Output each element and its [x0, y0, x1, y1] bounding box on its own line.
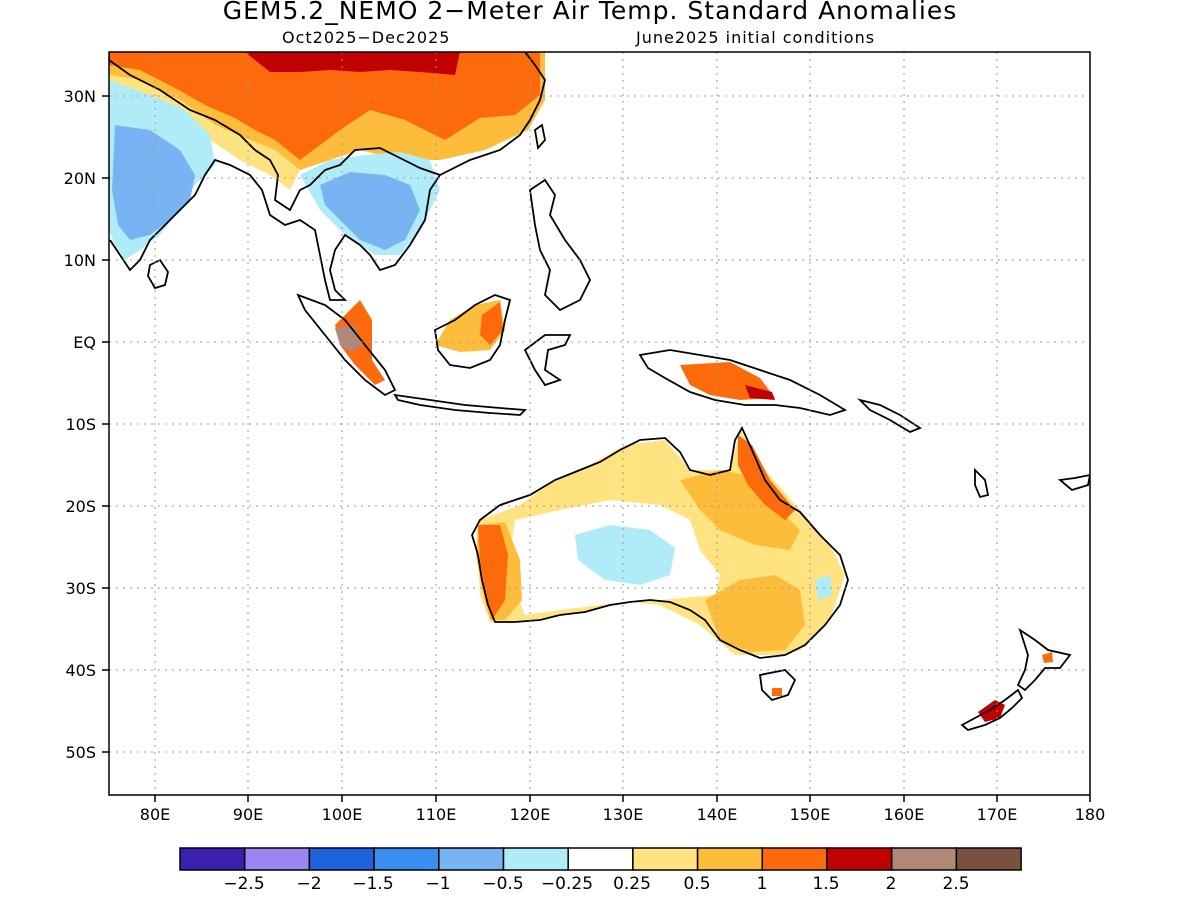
- colorbar-swatch: [502, 847, 569, 871]
- anomaly-fill-australia-west-hot: [478, 525, 508, 620]
- anomaly-fill-nz-north: [1042, 652, 1053, 663]
- coastline-china-east: [439, 52, 546, 176]
- lat-label: 10N: [64, 251, 96, 270]
- lon-label: 160E: [884, 805, 925, 824]
- lat-label: 30S: [65, 579, 96, 598]
- colorbar-swatch: [308, 847, 375, 871]
- anomaly-fill-australia-cool: [575, 525, 675, 585]
- anomaly-fill-australia-se: [705, 575, 805, 652]
- colorbar-label: −2: [296, 874, 321, 894]
- colorbar-swatch: [567, 847, 634, 871]
- colorbar-label: 1.5: [812, 874, 839, 894]
- longitude-labels: 80E 90E 100E 110E 120E 130E 140E 150E 16…: [140, 805, 1106, 824]
- colorbar-swatch: [696, 847, 764, 871]
- map-title: GEM5.2_NEMO 2−Meter Air Temp. Standard A…: [222, 0, 958, 25]
- lat-label: EQ: [73, 333, 96, 352]
- colorbar-label: −1.5: [352, 874, 393, 894]
- lon-label: 110E: [416, 805, 457, 824]
- initial-conditions: June2025 initial conditions: [636, 28, 876, 47]
- colorbar-label: 1: [757, 874, 768, 894]
- colorbar-label: −0.5: [482, 874, 523, 894]
- anomaly-shading: [109, 52, 1053, 722]
- lat-label: 20S: [65, 497, 96, 516]
- coastline-asia: [109, 52, 442, 301]
- gridlines: [109, 52, 1090, 795]
- lon-label: 80E: [140, 805, 170, 824]
- coastline-taiwan: [534, 123, 546, 151]
- colorbar-labels: −2.5 −2 −1.5 −1 −0.5 −0.25 0.25 0.5 1 1.…: [223, 874, 969, 894]
- anomaly-fill-indochina-blue: [320, 172, 420, 250]
- colorbar-swatch: [438, 847, 505, 871]
- colorbar-label: −2.5: [223, 874, 264, 894]
- latitude-labels: 30N 20N 10N EQ 10S 20S 30S 40S 50S: [64, 87, 96, 762]
- lon-label: 130E: [603, 805, 644, 824]
- colorbar-swatch: [761, 847, 828, 871]
- anomaly-fill-india-blue: [112, 125, 195, 240]
- lon-label: 100E: [322, 805, 363, 824]
- colorbar-label: −0.25: [541, 874, 593, 894]
- colorbar-swatch: [955, 847, 1022, 871]
- coastline-solomon: [857, 398, 922, 434]
- forecast-period: Oct2025−Dec2025: [282, 28, 451, 47]
- lat-label: 40S: [65, 661, 96, 680]
- colorbar-swatch: [243, 847, 311, 871]
- colorbar: [179, 847, 1022, 871]
- colorbar-swatch: [373, 847, 440, 871]
- lat-label: 10S: [65, 415, 96, 434]
- coastline-nz-south: [960, 688, 1024, 731]
- coastline-borneo: [434, 294, 512, 369]
- anomaly-fill-asia-hot: [245, 52, 460, 75]
- coastline-java: [393, 393, 528, 416]
- colorbar-label: 0.5: [683, 874, 710, 894]
- lon-label: 120E: [510, 805, 551, 824]
- lon-label: 140E: [697, 805, 738, 824]
- lon-label: 90E: [233, 805, 263, 824]
- axis-ticks: [102, 95, 1091, 802]
- coastline-outlines: [109, 52, 1090, 731]
- anomaly-fill-borneo-hot: [480, 302, 503, 345]
- coastline-sri-lanka: [147, 258, 169, 290]
- coastline-philippines: [529, 178, 592, 312]
- coastline-tasmania: [758, 669, 797, 702]
- coastline-vanuatu-fiji: [974, 467, 1090, 499]
- colorbar-swatch: [632, 847, 699, 871]
- coastline-nz-north: [1016, 627, 1072, 692]
- anomaly-fill-tasmania: [772, 688, 782, 696]
- colorbar-swatch: [890, 847, 958, 871]
- anomaly-fill-australia-ne-hot: [738, 435, 795, 520]
- colorbar-swatch: [826, 847, 893, 871]
- coastline-australia: [471, 426, 849, 659]
- lat-label: 50S: [65, 743, 96, 762]
- coastline-sulawesi: [523, 334, 572, 387]
- anomaly-fill-new-guinea-hot: [745, 385, 775, 400]
- colorbar-swatch: [179, 847, 246, 871]
- colorbar-label: 2: [886, 874, 897, 894]
- anomaly-fill-australia-ne: [680, 470, 800, 550]
- coastline-new-guinea: [638, 349, 848, 416]
- anomaly-fill-asia-orange: [109, 52, 540, 160]
- lon-label: 180: [1075, 805, 1106, 824]
- coastline-sumatra: [296, 293, 397, 397]
- lat-label: 20N: [64, 169, 96, 188]
- lon-label: 150E: [790, 805, 831, 824]
- colorbar-label: 0.25: [613, 874, 651, 894]
- colorbar-label: 2.5: [942, 874, 969, 894]
- lat-label: 30N: [64, 87, 96, 106]
- colorbar-label: −1: [425, 874, 450, 894]
- lon-label: 170E: [977, 805, 1018, 824]
